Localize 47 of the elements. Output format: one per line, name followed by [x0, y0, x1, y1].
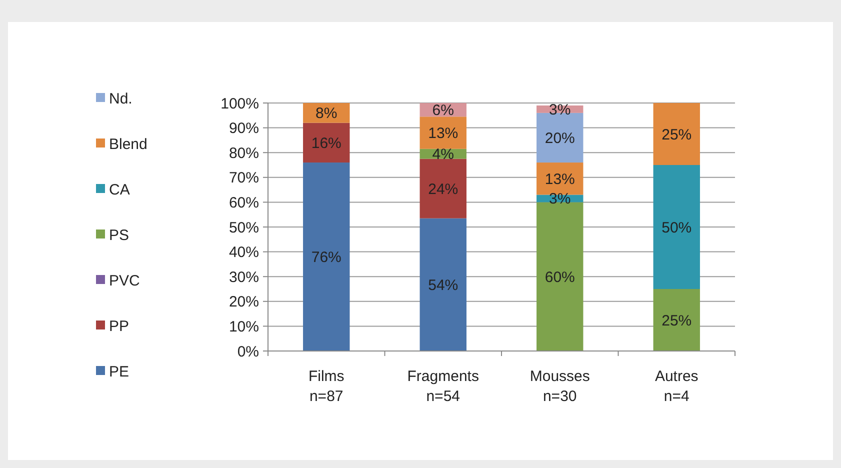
- x-tick-label: Fragments n=54: [407, 368, 479, 405]
- data-label: 13%: [428, 125, 458, 142]
- y-tick-label: 40%: [228, 244, 259, 262]
- bar: [420, 218, 466, 351]
- x-tick-label: Films n=87: [308, 368, 344, 405]
- data-label: 20%: [544, 130, 575, 147]
- y-tick-label: 100%: [220, 95, 259, 112]
- data-label: 60%: [544, 268, 575, 286]
- legend-label: PS: [109, 226, 130, 244]
- data-label: 3%: [549, 101, 571, 118]
- x-tick-label: Mousses n=30: [530, 368, 590, 405]
- data-label: 54%: [428, 276, 458, 294]
- data-label: 76%: [311, 249, 342, 266]
- data-label: 25%: [662, 312, 692, 330]
- y-tick-label: 60%: [228, 194, 259, 212]
- y-tick-label: 10%: [228, 318, 259, 336]
- legend-label: PVC: [109, 272, 140, 290]
- data-label: 16%: [311, 134, 342, 152]
- bar: [420, 116, 466, 149]
- y-tick-label: 20%: [228, 294, 259, 311]
- data-label: 6%: [432, 102, 454, 120]
- legend-label: PP: [109, 318, 130, 335]
- bar: [303, 162, 350, 351]
- legend-label: PE: [109, 363, 130, 380]
- legend-label: CA: [109, 181, 130, 198]
- legend-label: Nd.: [109, 90, 132, 108]
- data-label: 8%: [316, 105, 338, 122]
- y-tick-label: 80%: [228, 144, 259, 162]
- y-tick-label: 50%: [228, 219, 259, 236]
- data-label: 24%: [428, 180, 458, 198]
- bar: [420, 158, 466, 218]
- data-label: 50%: [662, 219, 692, 236]
- data-label: 4%: [432, 146, 454, 164]
- y-tick-label: 70%: [228, 170, 259, 187]
- y-tick-label: 90%: [228, 120, 259, 138]
- y-tick-label: 30%: [228, 268, 259, 286]
- bar: [303, 122, 350, 163]
- x-tick-label: Autres n=4: [654, 368, 698, 405]
- bar: [536, 162, 584, 195]
- data-label: 13%: [544, 170, 575, 188]
- y-tick-label: 0%: [237, 343, 259, 360]
- bar: [536, 202, 584, 351]
- legend-label: Blend: [109, 136, 148, 153]
- bar: [653, 289, 700, 351]
- bar: [653, 165, 700, 289]
- data-label: 25%: [662, 126, 692, 144]
- bar: [653, 103, 700, 165]
